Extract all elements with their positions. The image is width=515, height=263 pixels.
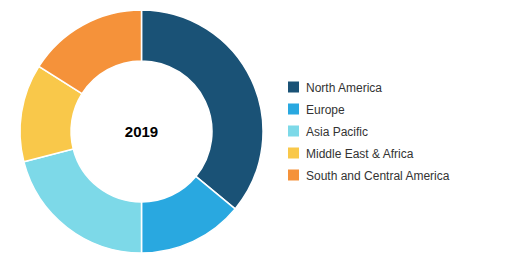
legend-item: Middle East & Africa — [288, 147, 414, 161]
slice — [142, 176, 236, 253]
legend-label: Middle East & Africa — [306, 147, 414, 161]
legend-swatch — [288, 170, 299, 181]
legend-label: Europe — [306, 103, 345, 117]
legend-item: Europe — [288, 103, 345, 117]
slice — [39, 10, 142, 94]
legend-item: North America — [288, 81, 382, 95]
slice — [142, 10, 263, 209]
center-label: 2019 — [125, 123, 158, 140]
legend-item: Asia Pacific — [288, 125, 368, 139]
legend-swatch — [288, 82, 299, 93]
legend-label: North America — [306, 81, 382, 95]
legend-item: South and Central America — [288, 169, 450, 183]
legend-swatch — [288, 104, 299, 115]
pie: 2019 — [20, 10, 263, 253]
legend-label: South and Central America — [306, 169, 450, 183]
chart: 2019 North America Europe Asia Pacific Middl… — [0, 0, 515, 263]
legend-swatch — [288, 148, 299, 159]
legend-label: Asia Pacific — [306, 125, 368, 139]
legend-swatch — [288, 126, 299, 137]
slice — [24, 149, 142, 253]
legend: North America Europe Asia Pacific Middle Ea… — [288, 81, 450, 183]
